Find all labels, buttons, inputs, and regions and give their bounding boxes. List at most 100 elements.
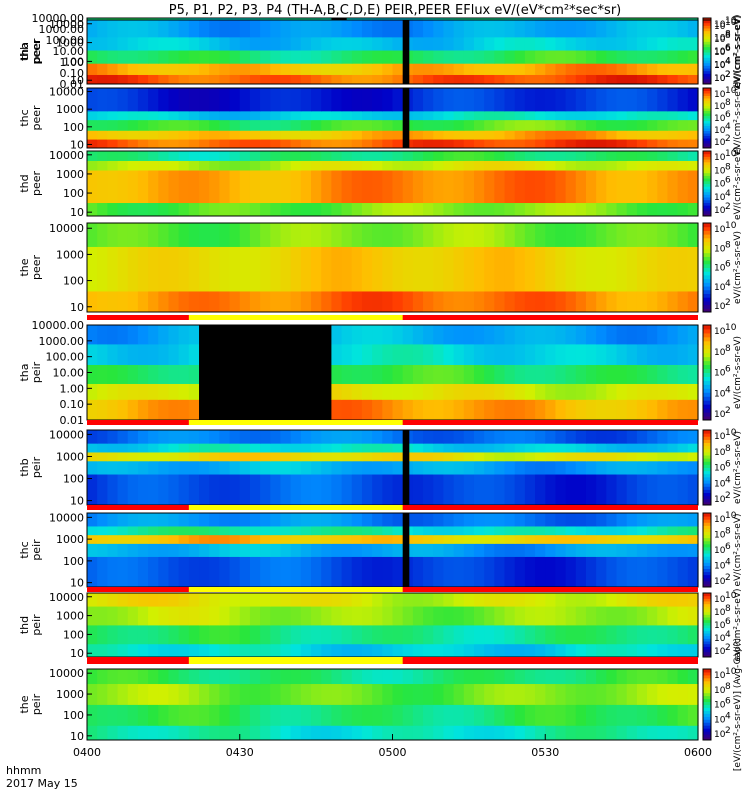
heat-cell [657, 625, 669, 645]
heat-cell [270, 223, 282, 247]
heat-cell [219, 625, 231, 645]
heat-cell [361, 151, 373, 161]
heat-cell [372, 74, 383, 85]
heat-cell [249, 170, 261, 204]
heat-cell [188, 452, 200, 462]
heat-cell [443, 63, 455, 75]
heat-cell [158, 534, 170, 544]
heat-cell [626, 119, 638, 131]
heat-cell [361, 460, 373, 475]
heat-cell [443, 474, 455, 506]
heat-cell [402, 683, 414, 705]
heat-cell [535, 291, 546, 313]
colorbar-cell [703, 25, 711, 29]
heat-cell [494, 443, 506, 453]
heat-cell [117, 383, 129, 400]
heat-cell [137, 460, 149, 475]
heat-cell [433, 430, 445, 444]
heat-cell [453, 130, 465, 140]
heat-cell [626, 534, 638, 544]
heat-cell [97, 344, 108, 365]
heat-cell [270, 443, 282, 453]
heat-cell [249, 556, 261, 588]
heat-cell [606, 119, 618, 131]
heat-cell [433, 74, 445, 85]
heat-cell [626, 20, 638, 38]
heat-cell [412, 474, 424, 506]
heat-cell [168, 593, 180, 607]
heat-cell [209, 160, 220, 171]
heat-cell [321, 170, 332, 204]
heat-cell [158, 725, 170, 741]
heat-cell [168, 151, 180, 161]
heat-cell [535, 223, 546, 247]
heat-cell [484, 452, 495, 462]
heat-cell [463, 383, 475, 400]
heat-cell [249, 625, 261, 645]
heat-cell [453, 513, 465, 527]
heat-cell [107, 474, 119, 506]
heat-cell [239, 160, 251, 171]
heat-cell [575, 643, 587, 658]
heat-cell [565, 430, 577, 444]
heat-cell [412, 20, 424, 38]
heat-cell [514, 460, 526, 475]
heat-cell [321, 20, 332, 38]
heat-cell [351, 704, 363, 726]
heat-cell [188, 50, 200, 64]
heat-cell [260, 556, 271, 588]
heat-cell [636, 643, 648, 658]
heat-cell [311, 725, 322, 741]
heat-cell [626, 474, 638, 506]
heat-cell [667, 452, 679, 462]
heat-cell [545, 151, 557, 161]
heat-cell [311, 443, 322, 453]
heat-cell [565, 526, 577, 536]
heat-cell [209, 725, 220, 741]
heat-cell [361, 246, 373, 292]
heat-cell [687, 383, 699, 400]
heat-cell [361, 36, 373, 51]
heat-cell [331, 725, 343, 741]
heat-cell [331, 643, 343, 658]
heat-cell [361, 139, 373, 149]
colorbar-cell [703, 52, 711, 56]
heat-cell [433, 460, 445, 475]
heat-cell [453, 534, 465, 544]
heat-cell [331, 556, 343, 588]
colorbar-cell [703, 412, 711, 417]
heat-cell [677, 593, 689, 607]
heat-cell [677, 110, 689, 121]
heat-cell [239, 50, 251, 64]
y-tick-label: 1.00 [60, 56, 85, 69]
heat-cell [524, 556, 536, 588]
heat-cell [158, 325, 170, 345]
heat-cell [382, 625, 394, 645]
heat-cell [565, 151, 577, 161]
data-gap [199, 325, 332, 420]
heat-cell [412, 50, 424, 64]
heat-cell [504, 50, 516, 64]
heat-cell [158, 110, 170, 121]
heat-cell [606, 513, 618, 527]
colorbar-tick-exponent: 4 [725, 711, 731, 721]
heat-cell [331, 202, 343, 217]
heat-cell [280, 526, 292, 536]
colorbar-tick-exponent: 2 [725, 726, 731, 736]
colorbar-cell [703, 336, 711, 342]
heat-cell [290, 460, 302, 475]
heat-cell [199, 460, 210, 475]
colorbar-tick-exponent: 10 [725, 86, 737, 96]
heat-cell [199, 669, 210, 685]
data-gap [402, 430, 410, 505]
heat-cell [402, 364, 414, 384]
heat-cell [412, 344, 424, 365]
heat-cell [321, 110, 332, 121]
heat-cell [127, 606, 139, 626]
y-tick-label: 10.00 [53, 367, 85, 380]
heat-cell [209, 683, 220, 705]
heat-cell [168, 513, 180, 527]
heat-cell [148, 474, 159, 506]
colorbar-cell [703, 143, 711, 146]
heat-cell [137, 383, 149, 400]
